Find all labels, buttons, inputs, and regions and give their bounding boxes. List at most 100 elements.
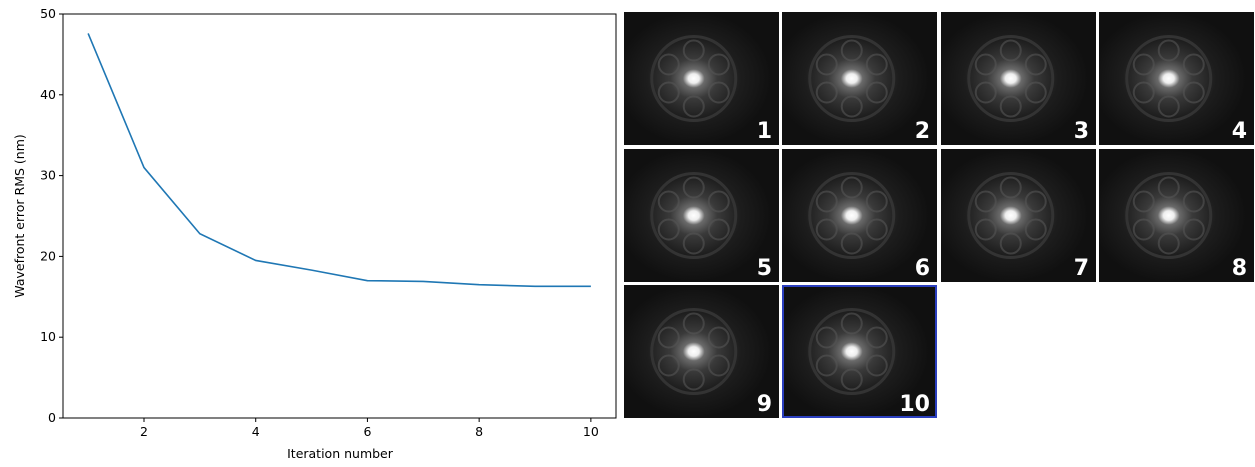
psf-ring [815,326,838,349]
psf-ring [682,232,705,255]
psf-image [1099,12,1254,145]
psf-ring [1157,232,1180,255]
psf-ring [682,368,705,391]
x-tick-label: 6 [363,424,371,439]
psf-ring [865,81,888,104]
psf-ring [657,190,680,213]
psf-ring [1182,218,1205,241]
psf-ring [1024,81,1047,104]
psf-ring [682,39,705,62]
psf-ring [1182,190,1205,213]
y-tick-label: 20 [40,248,56,263]
psf-ring [840,176,863,199]
y-tick-label: 30 [40,168,56,183]
psf-ring [808,35,896,122]
psf-ring [1132,218,1155,241]
psf-ring [974,53,997,76]
psf-ring [974,190,997,213]
psf-ring [657,354,680,377]
x-tick-label: 4 [252,424,260,439]
psf-ring [707,218,730,241]
psf-ring [999,95,1022,118]
y-tick-label: 50 [40,6,56,21]
psf-ring [815,81,838,104]
psf-image [624,12,779,145]
psf-image [782,12,937,145]
psf-image [782,285,937,418]
panel-label: 4 [1232,119,1247,144]
psf-ring [815,53,838,76]
psf-ring [815,218,838,241]
panel-label: 7 [1074,256,1089,281]
y-tick-label: 40 [40,87,56,102]
x-axis-label: Iteration number [287,446,394,461]
psf-ring [865,218,888,241]
psf-ring [840,312,863,335]
panel-label: 9 [757,392,772,417]
psf-ring [865,53,888,76]
psf-ring [657,326,680,349]
psf-ring [840,368,863,391]
panel-label: 1 [757,119,772,144]
psf-ring [650,308,738,395]
plot-frame [62,13,617,419]
panel-label: 2 [915,119,930,144]
psf-ring [999,176,1022,199]
y-axis-label: Wavefront error RMS (nm) [12,134,27,297]
psf-ring [865,326,888,349]
psf-ring [682,95,705,118]
psf-ring [1132,81,1155,104]
psf-ring [1157,176,1180,199]
psf-ring [974,81,997,104]
psf-ring [1182,53,1205,76]
psf-image [941,12,1096,145]
psf-ring [999,232,1022,255]
panel-label: 6 [915,256,930,281]
psf-ring [999,39,1022,62]
panel-label: 5 [757,256,772,281]
psf-ring [1157,39,1180,62]
psf-ring [840,95,863,118]
psf-ring [657,81,680,104]
psf-ring [808,308,896,395]
psf-ring [682,312,705,335]
psf-ring [657,218,680,241]
psf-ring [682,176,705,199]
psf-ring [707,53,730,76]
y-tick-label: 0 [48,410,56,425]
psf-ring [967,172,1055,259]
panel-label: 8 [1232,256,1247,281]
panel-label: 3 [1074,119,1089,144]
psf-ring [1132,190,1155,213]
psf-ring [707,81,730,104]
psf-ring [840,232,863,255]
psf-ring [865,354,888,377]
psf-ring [815,354,838,377]
panel-label: 10 [899,392,930,417]
psf-image [1099,149,1254,282]
psf-image [782,149,937,282]
psf-ring [1125,35,1213,122]
psf-ring [974,218,997,241]
psf-ring [1024,218,1047,241]
psf-ring [650,172,738,259]
psf-ring [1024,190,1047,213]
psf-ring [1024,53,1047,76]
psf-ring [1132,53,1155,76]
psf-ring [865,190,888,213]
x-tick-label: 8 [475,424,483,439]
selected-border [782,285,937,418]
psf-ring [840,39,863,62]
psf-image [624,285,779,418]
psf-image [941,149,1096,282]
psf-ring [1125,172,1213,259]
y-tick-label: 10 [40,329,56,344]
psf-ring [1157,95,1180,118]
psf-ring [657,53,680,76]
psf-ring [650,35,738,122]
psf-ring [707,354,730,377]
psf-image [624,149,779,282]
data-line [87,33,591,288]
x-tick-label: 10 [583,424,599,439]
